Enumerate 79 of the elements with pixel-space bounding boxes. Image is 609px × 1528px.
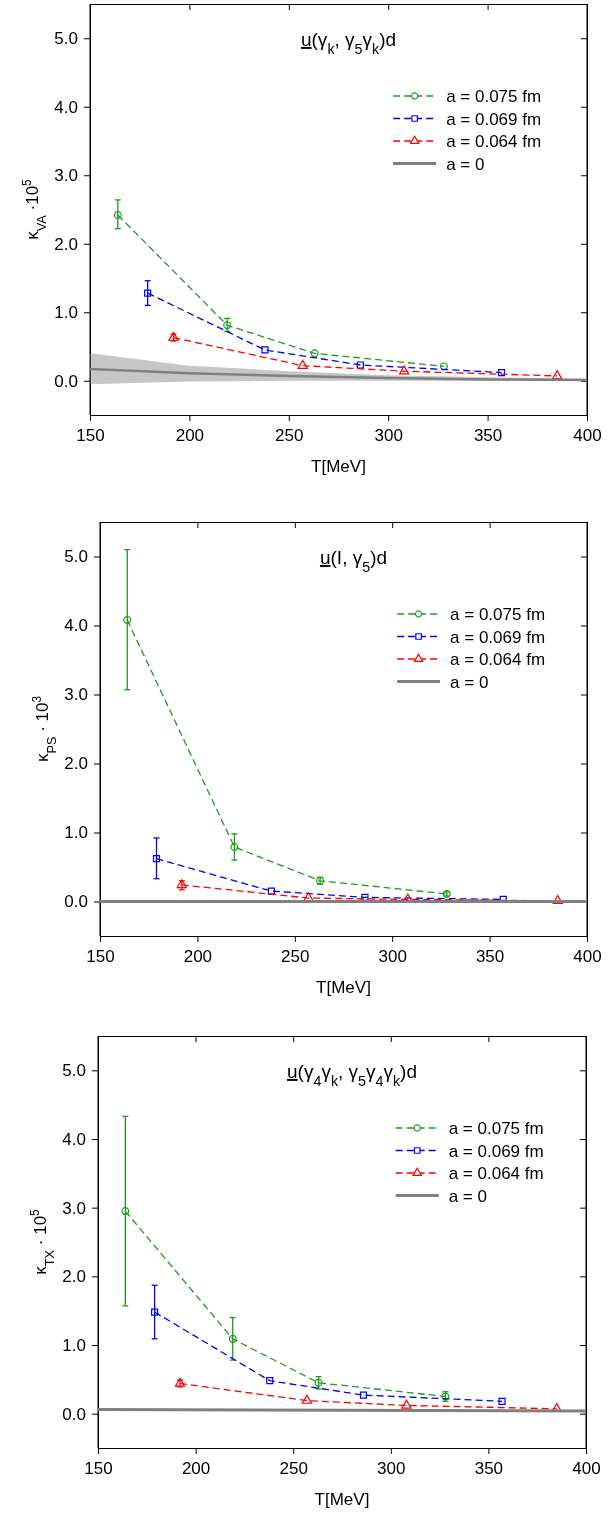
- legend-label: a = 0.064 fm: [446, 132, 542, 151]
- point: [113, 211, 122, 219]
- y-tick-label: 0.0: [62, 1404, 86, 1424]
- y-tick-label: 0.0: [64, 892, 88, 912]
- point: [310, 349, 319, 358]
- legend-label: a = 0.075 fm: [448, 1119, 544, 1138]
- x-tick-label: 250: [275, 426, 304, 446]
- x-tick-label: 300: [378, 947, 407, 967]
- point: [498, 1397, 506, 1405]
- legend-label: a = 0.069 fm: [448, 1141, 544, 1161]
- x-tick-label: 150: [86, 947, 115, 967]
- y-tick-label: 4.0: [54, 97, 78, 117]
- y-tick-label: 0.0: [54, 371, 78, 391]
- y-tick-label: 5.0: [64, 547, 88, 567]
- point: [297, 359, 308, 369]
- x-tick-label: 400: [572, 1459, 601, 1479]
- legend-label: a = 0.075 fm: [450, 605, 546, 624]
- x-tick-label: 350: [473, 426, 503, 446]
- point: [230, 843, 239, 851]
- legend-label: a = 0: [448, 1186, 487, 1206]
- x-tick-label: 150: [84, 1459, 113, 1479]
- point: [223, 321, 232, 330]
- point: [497, 368, 506, 377]
- x-tick-label: 250: [281, 947, 310, 967]
- y-tick-label: 3.0: [62, 1198, 86, 1218]
- point: [398, 365, 410, 375]
- legend-label: a = 0: [450, 672, 489, 692]
- legend-label: a = 0: [446, 154, 485, 174]
- x-tick-label: 200: [181, 1459, 211, 1479]
- x-tick-label: 350: [475, 947, 505, 967]
- x-tick-label: 300: [377, 1459, 406, 1479]
- y-tick-label: 4.0: [62, 1129, 86, 1149]
- point: [301, 1394, 313, 1404]
- x-tick-label: 400: [573, 426, 602, 446]
- y-tick-label: 4.0: [64, 616, 88, 636]
- y-tick-label: 3.0: [64, 685, 88, 705]
- x-axis-title: T[MeV]: [316, 978, 371, 997]
- legend-label: a = 0.064 fm: [450, 650, 546, 669]
- text: u(γ$_{k}$, γ$_{5}$γ$_{k}$)d: [300, 29, 397, 57]
- x-axis-title: T[MeV]: [311, 457, 366, 476]
- y-tick-label: 5.0: [62, 1061, 86, 1081]
- y-tick-label: 5.0: [54, 29, 78, 49]
- text: u(I, γ$_{5}$)d: [319, 547, 388, 575]
- x-tick-label: 400: [573, 947, 602, 967]
- point: [266, 1377, 274, 1385]
- y-tick-label: 1.0: [62, 1335, 86, 1355]
- point: [356, 361, 364, 369]
- point: [401, 1399, 412, 1409]
- point: [361, 893, 369, 901]
- point: [151, 1308, 159, 1316]
- point: [439, 362, 448, 371]
- legend-label: a = 0.069 fm: [446, 109, 542, 129]
- point: [123, 616, 132, 624]
- y-tick-label: 2.0: [64, 754, 88, 774]
- x-tick-label: 150: [76, 426, 105, 446]
- x-tick-label: 200: [175, 426, 205, 446]
- y-tick-label: 2.0: [62, 1267, 86, 1287]
- y-tick-label: 1.0: [54, 303, 78, 323]
- point: [261, 346, 269, 354]
- y-tick-label: 2.0: [54, 234, 78, 254]
- legend-label: a = 0.069 fm: [450, 627, 546, 647]
- line-series: [90, 367, 587, 382]
- legend-label: a = 0.075 fm: [446, 87, 542, 106]
- x-tick-label: 250: [279, 1459, 308, 1479]
- x-tick-label: 200: [183, 947, 213, 967]
- legend-label: a = 0.064 fm: [448, 1164, 544, 1183]
- point: [228, 1334, 237, 1343]
- point: [144, 289, 152, 297]
- point: [552, 894, 563, 905]
- point: [552, 370, 563, 380]
- y-tick-label: 3.0: [54, 166, 78, 186]
- point: [152, 855, 161, 863]
- x-tick-label: 350: [474, 1459, 504, 1479]
- chart-title: u(γ$_{4}$γ$_{k}$, γ$_{5}$γ$_{4}$γ$_{k}$)d: [287, 1061, 417, 1089]
- x-tick-label: 300: [374, 426, 403, 446]
- y-tick-label: 1.0: [64, 823, 88, 843]
- point: [121, 1207, 130, 1216]
- point: [359, 1391, 368, 1399]
- x-axis-title: T[MeV]: [314, 1490, 370, 1509]
